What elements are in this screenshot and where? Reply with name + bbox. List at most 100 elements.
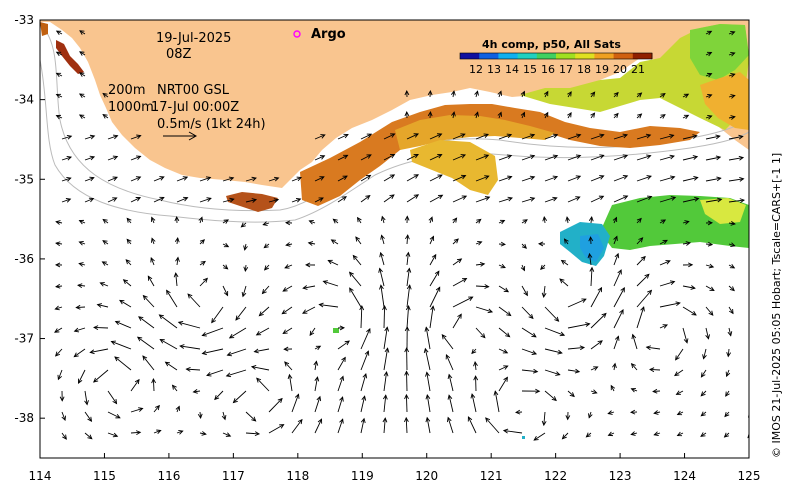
current-vector (705, 306, 714, 316)
current-vector (404, 370, 410, 392)
current-vector (630, 431, 638, 436)
current-vector (114, 356, 132, 371)
current-vector (485, 417, 500, 434)
current-vector (521, 243, 527, 249)
current-vector (544, 327, 566, 337)
current-vector (752, 135, 766, 139)
current-vector (337, 396, 344, 413)
y-tick-label: -38 (14, 411, 34, 425)
current-vector (291, 197, 302, 203)
current-vector (264, 264, 270, 271)
current-vector (214, 390, 224, 401)
current-vector (752, 286, 756, 291)
current-vector (452, 217, 458, 224)
sst-patch-corner (40, 22, 48, 36)
current-vector (659, 93, 666, 98)
current-vector (211, 306, 224, 324)
current-vector (728, 306, 734, 315)
current-vector (748, 391, 749, 398)
current-vector (159, 339, 178, 350)
current-vector (250, 365, 270, 371)
current-vector (636, 133, 652, 140)
current-vector (497, 111, 503, 119)
current-vector (99, 282, 109, 287)
land-mass (40, 20, 749, 188)
current-vector (164, 361, 178, 371)
colorbar (459, 52, 653, 60)
current-vector (752, 222, 758, 226)
colorbar-ticks: 12 13 14 15 16 17 18 19 20 21 (469, 63, 645, 76)
current-vector (682, 134, 698, 140)
current-vector (473, 360, 478, 371)
current-vector (590, 340, 603, 350)
current-vector (682, 155, 699, 161)
current-vector (93, 325, 109, 330)
current-vector (682, 93, 690, 99)
current-vector (226, 348, 247, 357)
current-vector (314, 197, 324, 203)
current-vector (585, 432, 592, 438)
current-vector (544, 133, 559, 140)
current-vector (107, 176, 118, 182)
date-label: 19-Jul-2025 (156, 31, 231, 46)
current-vector (652, 388, 661, 394)
current-vector (682, 196, 700, 203)
current-vector (675, 348, 684, 361)
current-vector (61, 198, 72, 203)
colorbar-segment (498, 53, 519, 59)
current-vector-field (54, 30, 766, 441)
current-vector (232, 390, 247, 404)
current-vector (590, 154, 605, 161)
current-vector (543, 90, 549, 98)
current-vector (728, 220, 736, 226)
current-vector (405, 234, 410, 245)
current-vector (537, 241, 546, 247)
current-vector (348, 271, 362, 287)
current-vector (565, 216, 571, 224)
current-vector (520, 264, 526, 272)
x-tick-label: 120 (415, 469, 438, 483)
current-vector (314, 376, 320, 392)
current-vector (515, 409, 523, 415)
current-vector (359, 305, 365, 329)
current-vector (253, 348, 270, 354)
colorbar-segment (556, 53, 576, 59)
current-vector (222, 197, 235, 203)
current-vector (659, 324, 669, 329)
current-vector (653, 431, 661, 436)
current-vector (613, 309, 624, 329)
current-vector (544, 348, 563, 355)
current-vector (607, 410, 615, 415)
sst-patch-central (410, 140, 498, 195)
colorbar-tick-label: 17 (559, 63, 573, 76)
current-vector (700, 390, 707, 397)
current-vector (728, 52, 736, 57)
current-vector (441, 334, 454, 350)
current-vector (705, 241, 714, 247)
current-vector (337, 154, 349, 161)
current-vector (752, 53, 758, 57)
current-vector (130, 378, 140, 392)
current-vector (630, 409, 638, 415)
x-axis-ticks: 114 115 116 117 118 119 120 121 122 123 124 125 (29, 453, 760, 483)
current-vector (55, 241, 63, 247)
current-vector (636, 237, 644, 245)
current-vector (613, 335, 620, 350)
current-vector (360, 372, 368, 392)
current-vector (590, 175, 605, 182)
current-vector (705, 115, 713, 120)
current-vector (281, 306, 293, 315)
current-vector (130, 197, 142, 203)
current-vector (54, 262, 63, 268)
current-vector (360, 395, 367, 413)
current-vector (102, 240, 109, 245)
current-vector (360, 195, 371, 203)
current-vector (122, 279, 132, 287)
current-vector (360, 174, 372, 182)
current-vector (498, 285, 510, 293)
current-vector (349, 287, 362, 308)
current-vector (630, 387, 638, 393)
colorbar-segment (536, 53, 557, 59)
x-tick-label: 118 (286, 469, 309, 483)
current-vector (728, 115, 736, 120)
